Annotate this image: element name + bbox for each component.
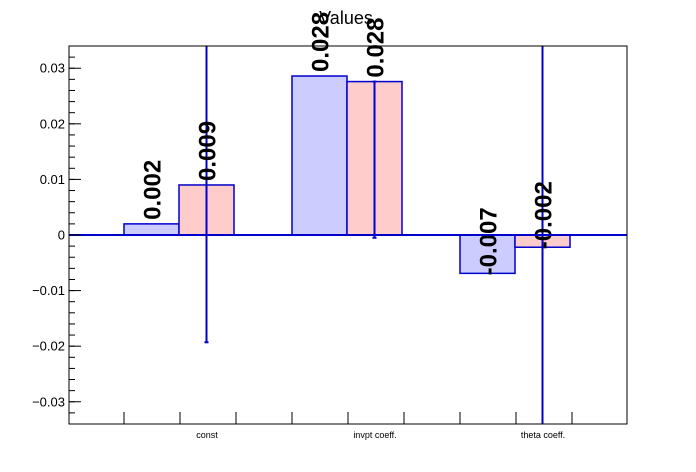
data-label-series1-0: 0.002 — [140, 160, 167, 220]
y-tick-label: −0.01 — [32, 283, 65, 298]
bar-series1-1 — [291, 75, 348, 236]
y-tick-label: 0.03 — [40, 61, 65, 76]
x-category-label: const — [196, 430, 218, 440]
y-tick-label: 0.01 — [40, 172, 65, 187]
x-category-label: invpt coeff. — [353, 430, 396, 440]
data-label-series2-1: 0.028 — [363, 18, 390, 78]
y-tick-label: 0.02 — [40, 116, 65, 131]
y-tick-label: −0.03 — [32, 394, 65, 409]
plot-area: 0.002 0.028 -0.007 0.009 0.028 -0.002 — [69, 12, 627, 424]
bar-series1-0 — [123, 223, 180, 236]
data-label-series2-0: 0.009 — [195, 121, 222, 181]
y-tick-label: 0 — [58, 228, 65, 243]
data-label-series1-2: -0.007 — [476, 207, 503, 275]
y-tick-label: −0.02 — [32, 339, 65, 354]
chart-title: Values — [319, 8, 373, 28]
x-category-label: theta coeff. — [521, 430, 565, 440]
data-label-series2-2: -0.002 — [531, 181, 558, 249]
data-label-series1-1: 0.028 — [308, 12, 335, 72]
axes: −0.03 −0.02 −0.01 0 0.01 0.02 0.03 const invpt c… — [32, 45, 628, 440]
